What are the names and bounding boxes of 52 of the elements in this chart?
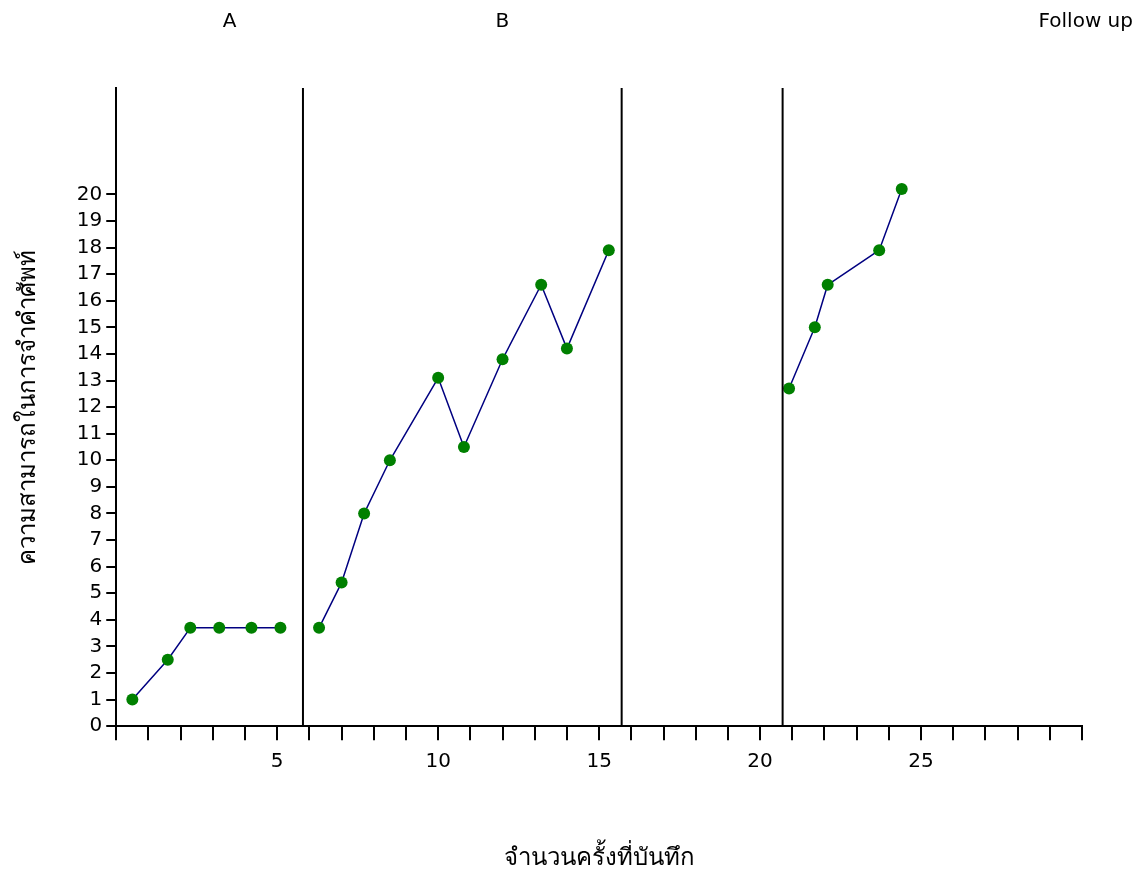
point: [126, 693, 139, 706]
y-tick-label: 6: [89, 552, 103, 577]
point: [274, 621, 287, 634]
point: [457, 440, 470, 453]
y-tick-label: 19: [76, 207, 103, 232]
y-tick-label: 1: [89, 685, 103, 710]
point: [432, 371, 445, 384]
y-tick-label: 20: [76, 180, 103, 205]
y-tick-label: 15: [76, 313, 103, 338]
point: [213, 621, 226, 634]
y-tick-label: 12: [76, 393, 103, 418]
point: [535, 278, 548, 291]
y-tick-label: 4: [89, 606, 103, 631]
point: [161, 653, 174, 666]
point: [821, 278, 834, 291]
x-tick-label: 25: [908, 748, 934, 773]
point: [873, 244, 886, 257]
point: [496, 353, 509, 366]
y-tick-label: 17: [76, 260, 103, 285]
x-tick-label: 15: [586, 748, 612, 773]
point: [808, 321, 821, 334]
y-tick-label: 10: [76, 446, 103, 471]
y-tick-label: 5: [89, 579, 103, 604]
y-tick-label: 14: [76, 340, 103, 365]
point: [313, 621, 326, 634]
text: A: [222, 8, 237, 33]
y-tick-label: 7: [89, 526, 103, 551]
x-tick-label: 5: [270, 748, 284, 773]
point: [335, 576, 348, 589]
point: [783, 382, 796, 395]
y-tick-label: 2: [89, 659, 103, 684]
x-tick-label: 20: [747, 748, 773, 773]
point: [560, 342, 573, 355]
point: [358, 507, 371, 520]
point: [245, 621, 258, 634]
point: [383, 454, 396, 467]
y-tick-label: 16: [76, 286, 103, 311]
x-axis-title: จำนวนครั้งที่บันทึก: [503, 838, 695, 871]
y-tick-label: 3: [89, 632, 103, 657]
point: [184, 621, 197, 634]
y-tick-label: 0: [89, 712, 103, 737]
y-tick-label: 11: [76, 419, 103, 444]
y-tick-label: 9: [89, 473, 103, 498]
y-tick-label: 13: [76, 366, 103, 391]
x-tick-label: 10: [425, 748, 451, 773]
text: B: [495, 8, 510, 33]
point: [895, 183, 908, 196]
y-tick-label: 18: [76, 233, 103, 258]
text: Follow up: [1038, 8, 1133, 33]
y-axis-title: ความสามารถในการจำคำศัพท์: [12, 249, 41, 565]
point: [602, 244, 615, 257]
y-tick-label: 8: [89, 499, 103, 524]
